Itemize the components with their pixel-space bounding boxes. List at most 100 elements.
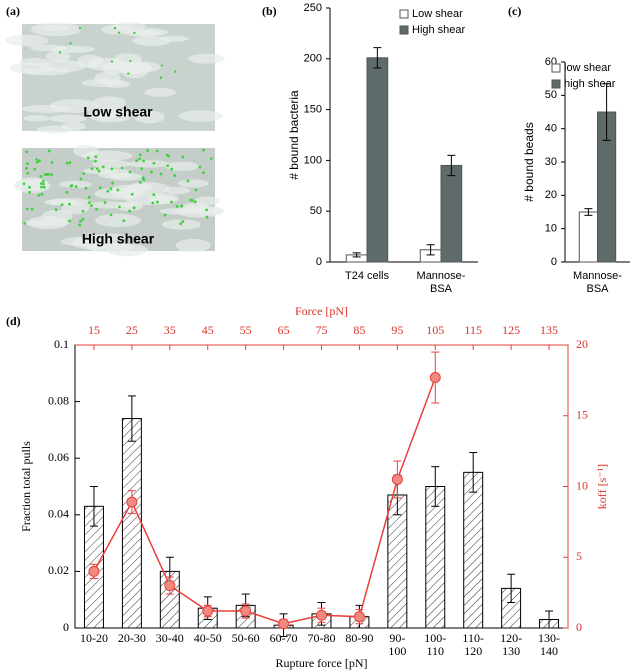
texture <box>194 196 220 206</box>
error-bar <box>602 83 611 141</box>
texture <box>21 104 71 113</box>
bacterium <box>159 76 163 79</box>
bacterium <box>42 185 46 189</box>
bacterium <box>68 161 72 164</box>
bacterium <box>193 200 197 204</box>
y-tick-label: 100 <box>304 154 322 166</box>
bacterium <box>179 222 183 226</box>
x2-tick-label: 45 <box>202 323 214 337</box>
bacterium <box>149 170 153 174</box>
texture <box>90 233 128 241</box>
y-tick-label: 50 <box>310 205 322 217</box>
bacterium <box>39 175 43 178</box>
bacterium <box>78 26 82 30</box>
x-tick-label: 40-50 <box>194 631 222 645</box>
x-tick-label: 100-110 <box>424 631 446 658</box>
bacterium <box>81 217 85 221</box>
bacterium <box>42 182 45 186</box>
x-tick-label-part: 110 <box>426 644 444 658</box>
bacterium <box>35 160 39 164</box>
bacterium <box>202 148 205 152</box>
bacterium <box>152 161 156 165</box>
texture <box>92 96 126 110</box>
bacterium <box>30 207 34 211</box>
bacterium <box>170 167 174 171</box>
bacterium <box>79 219 82 223</box>
error-bar <box>545 610 554 629</box>
x-tick-label-part: 120 <box>464 644 482 658</box>
bacterium <box>103 201 107 204</box>
bacterium <box>109 213 113 217</box>
error-bar <box>584 208 593 216</box>
texture <box>127 160 171 168</box>
x2-tick-label: 75 <box>316 323 328 337</box>
bacterium <box>205 208 208 212</box>
bacterium <box>174 70 177 73</box>
x2-tick-label: 25 <box>126 323 138 337</box>
bacterium <box>58 51 62 54</box>
x-tick-label-part: 130 <box>502 644 520 658</box>
bacterium <box>106 189 110 193</box>
texture <box>177 179 209 188</box>
bacterium <box>117 31 121 34</box>
x2-tick-label: 65 <box>278 323 290 337</box>
y2-tick-label: 0 <box>576 620 582 634</box>
texture <box>87 57 127 71</box>
y-tick-label: 0.06 <box>48 450 69 464</box>
bacterium <box>95 207 98 211</box>
x2-tick-label: 105 <box>426 323 444 337</box>
bar <box>463 471 484 629</box>
x-tick-label-part: 100- <box>424 631 446 645</box>
y-tick-label: 0 <box>316 256 322 268</box>
bacterium <box>28 190 31 194</box>
texture <box>61 121 86 131</box>
bar <box>121 418 142 629</box>
bacterium <box>25 150 29 154</box>
y2-tick-label: 20 <box>576 337 588 351</box>
bacterium <box>146 149 150 152</box>
legend-swatch <box>399 9 409 19</box>
koff-line <box>93 377 436 625</box>
y-tick-label: 10 <box>545 223 557 235</box>
texture <box>115 201 144 211</box>
texture <box>4 34 49 47</box>
panel-label: (a) <box>6 4 20 18</box>
texture <box>124 29 161 37</box>
legend-swatch <box>551 79 561 89</box>
x-tick-label: 90-100 <box>388 631 406 658</box>
texture <box>126 184 153 192</box>
error-bar <box>89 486 98 527</box>
bacterium <box>118 205 121 209</box>
x-axis-label: Rupture force [pN] <box>276 656 368 670</box>
y-tick-label: 250 <box>304 2 322 14</box>
texture <box>92 159 131 169</box>
texture <box>163 186 191 195</box>
texture <box>101 24 134 35</box>
x-tick-label-part: 110- <box>462 631 484 645</box>
x2-tick-label: 15 <box>88 323 100 337</box>
x-tick-label-part: 130- <box>538 631 560 645</box>
x-tick-label: 70-80 <box>308 631 336 645</box>
bacterium <box>33 167 37 171</box>
bacterium <box>140 167 144 171</box>
x-tick-label: 120-130 <box>500 631 522 658</box>
bacterium <box>132 206 136 210</box>
bacterium <box>189 198 193 202</box>
bacterium <box>74 185 78 189</box>
x-tick-label-part: BSA <box>430 283 453 295</box>
x-tick-label-part: 100 <box>388 644 406 658</box>
error-bar <box>352 252 361 258</box>
x-tick-label-part: BSA <box>586 283 609 295</box>
error-bar <box>447 154 456 177</box>
y-tick-label: 150 <box>304 104 322 116</box>
bacterium <box>26 162 29 166</box>
x-tick-label-part: 90- <box>389 631 405 645</box>
texture <box>45 51 71 62</box>
y-tick-label: 0.08 <box>48 393 69 407</box>
bacterium <box>60 203 64 207</box>
legend-swatch <box>551 63 561 73</box>
bacterium <box>84 186 88 190</box>
y2-axis-label: koff [s⁻¹] <box>595 464 609 509</box>
micrographs <box>4 22 225 257</box>
